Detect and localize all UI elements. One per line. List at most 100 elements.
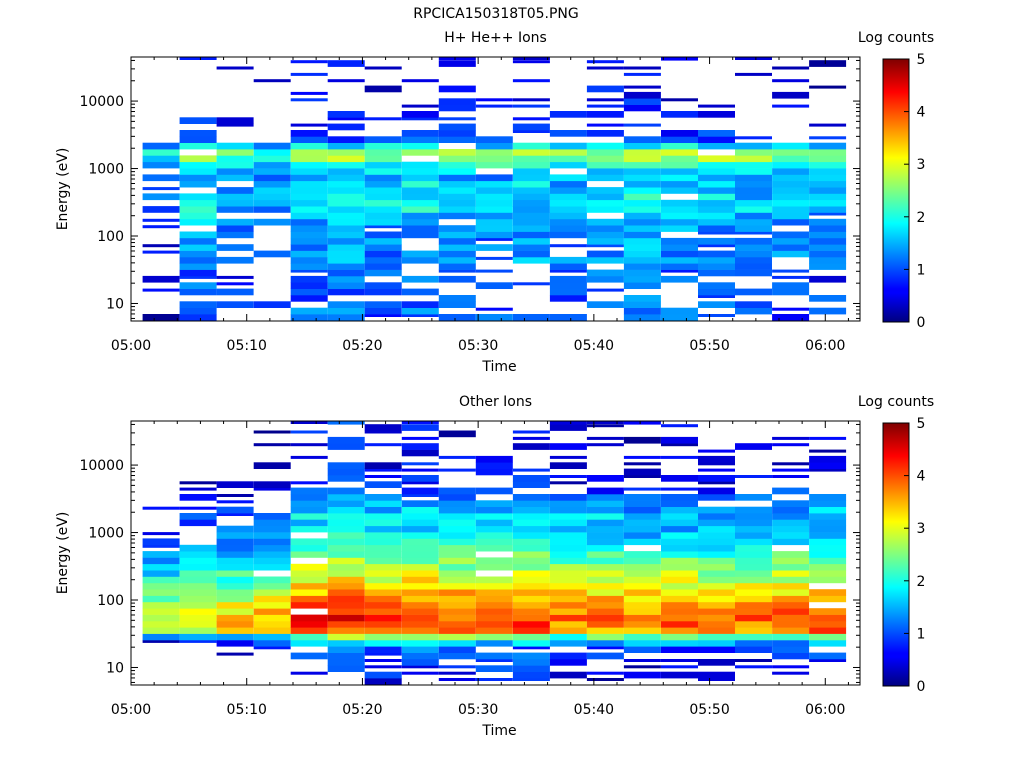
y-tick-label: 100: [97, 593, 124, 609]
heat-cell: [735, 174, 772, 182]
heat-cell: [512, 218, 550, 226]
colorbar-tick-label: 5: [917, 416, 926, 432]
heat-cell: [661, 155, 698, 163]
heat-cell: [401, 117, 439, 121]
heat-cell: [327, 79, 365, 83]
heat-cell: [735, 180, 772, 188]
heat-cell: [698, 199, 735, 207]
heat-cell: [512, 237, 550, 245]
heat-cell: [216, 168, 254, 175]
heat-cell: [401, 487, 439, 495]
heat-cell: [512, 659, 550, 666]
heat-cell: [809, 462, 847, 469]
heat-cell: [475, 155, 513, 163]
heat-cell: [364, 481, 402, 488]
heat-cell: [179, 582, 217, 590]
heat-cell: [290, 237, 328, 245]
heat-cell: [623, 98, 661, 105]
heat-cell: [401, 595, 439, 603]
heat-cell: [772, 161, 810, 169]
heat-cell: [549, 671, 587, 679]
colorbar: [882, 422, 910, 687]
heat-cell: [142, 532, 180, 536]
heat-cell: [327, 500, 365, 507]
heat-cell: [772, 288, 810, 296]
heat-cell: [549, 295, 587, 302]
heat-cell: [698, 494, 735, 501]
heat-cell: [512, 206, 550, 213]
heat-cell: [327, 601, 365, 609]
heat-cell: [586, 130, 624, 137]
heat-cell: [512, 532, 550, 539]
heat-cell: [142, 275, 180, 283]
heat-cell: [364, 576, 402, 584]
x-tick-label: 05:40: [574, 702, 614, 718]
heat-cell: [623, 494, 661, 501]
heat-cell: [290, 295, 328, 302]
heat-cell: [290, 513, 328, 520]
heat-cell: [216, 187, 254, 194]
heat-cell: [142, 614, 180, 622]
heat-cell: [772, 500, 810, 507]
heat-cell: [142, 218, 180, 222]
heat-cell: [216, 633, 254, 641]
heat-cell: [735, 544, 772, 552]
heat-cell: [549, 174, 587, 182]
heat-cell: [253, 525, 291, 533]
heat-cell: [327, 538, 365, 546]
heat-cell: [401, 500, 439, 507]
heat-cell: [290, 282, 328, 289]
heat-cell: [364, 142, 402, 150]
heat-cell: [475, 614, 513, 622]
heat-cell: [327, 614, 365, 622]
heat-cell: [438, 601, 476, 609]
colorbar-tick-label: 4: [917, 105, 926, 121]
heat-cell: [253, 168, 291, 175]
heat-cell: [179, 544, 217, 552]
heat-cell: [142, 250, 180, 254]
heat-cell: [438, 237, 476, 245]
heat-cell: [253, 481, 291, 488]
colorbar-tick-label: 3: [917, 521, 926, 537]
heat-cell: [698, 506, 735, 514]
heat-cell: [623, 180, 661, 188]
heat-cell: [364, 570, 402, 577]
heat-cell: [327, 576, 365, 584]
heat-cell: [438, 614, 476, 622]
heat-cell: [290, 538, 328, 546]
heat-cell: [364, 199, 402, 207]
heat-cell: [179, 307, 217, 315]
heat-cell: [586, 225, 624, 232]
heat-cell: [364, 614, 402, 622]
heat-cell: [735, 659, 772, 662]
heat-cell: [809, 659, 847, 662]
heat-cell: [364, 231, 402, 239]
heat-cell: [661, 130, 698, 137]
heat-cell: [253, 646, 291, 650]
x-tick-label: 05:20: [342, 702, 382, 718]
heat-cell: [772, 557, 810, 565]
heat-cell: [549, 614, 587, 622]
heat-cell: [253, 614, 291, 622]
heat-cell: [142, 595, 180, 603]
heat-cell: [438, 633, 476, 641]
heat-cell: [401, 212, 439, 220]
heat-cell: [772, 652, 810, 660]
heat-cell: [438, 665, 476, 669]
heat-cell: [216, 576, 254, 584]
heat-cell: [327, 421, 365, 425]
heat-cell: [401, 149, 439, 156]
heat-cell: [623, 468, 661, 476]
heat-cell: [512, 506, 550, 514]
heat-cell: [698, 481, 735, 485]
panel-title: H+ He++ Ions: [444, 30, 547, 46]
heat-cell: [809, 168, 847, 175]
heat-cell: [586, 671, 624, 675]
heat-cell: [253, 187, 291, 194]
heat-cell: [475, 519, 513, 527]
heat-cell: [661, 563, 698, 571]
heat-cell: [698, 468, 735, 472]
heat-cell: [698, 187, 735, 194]
heat-cell: [438, 627, 476, 634]
heat-cell: [549, 231, 587, 239]
